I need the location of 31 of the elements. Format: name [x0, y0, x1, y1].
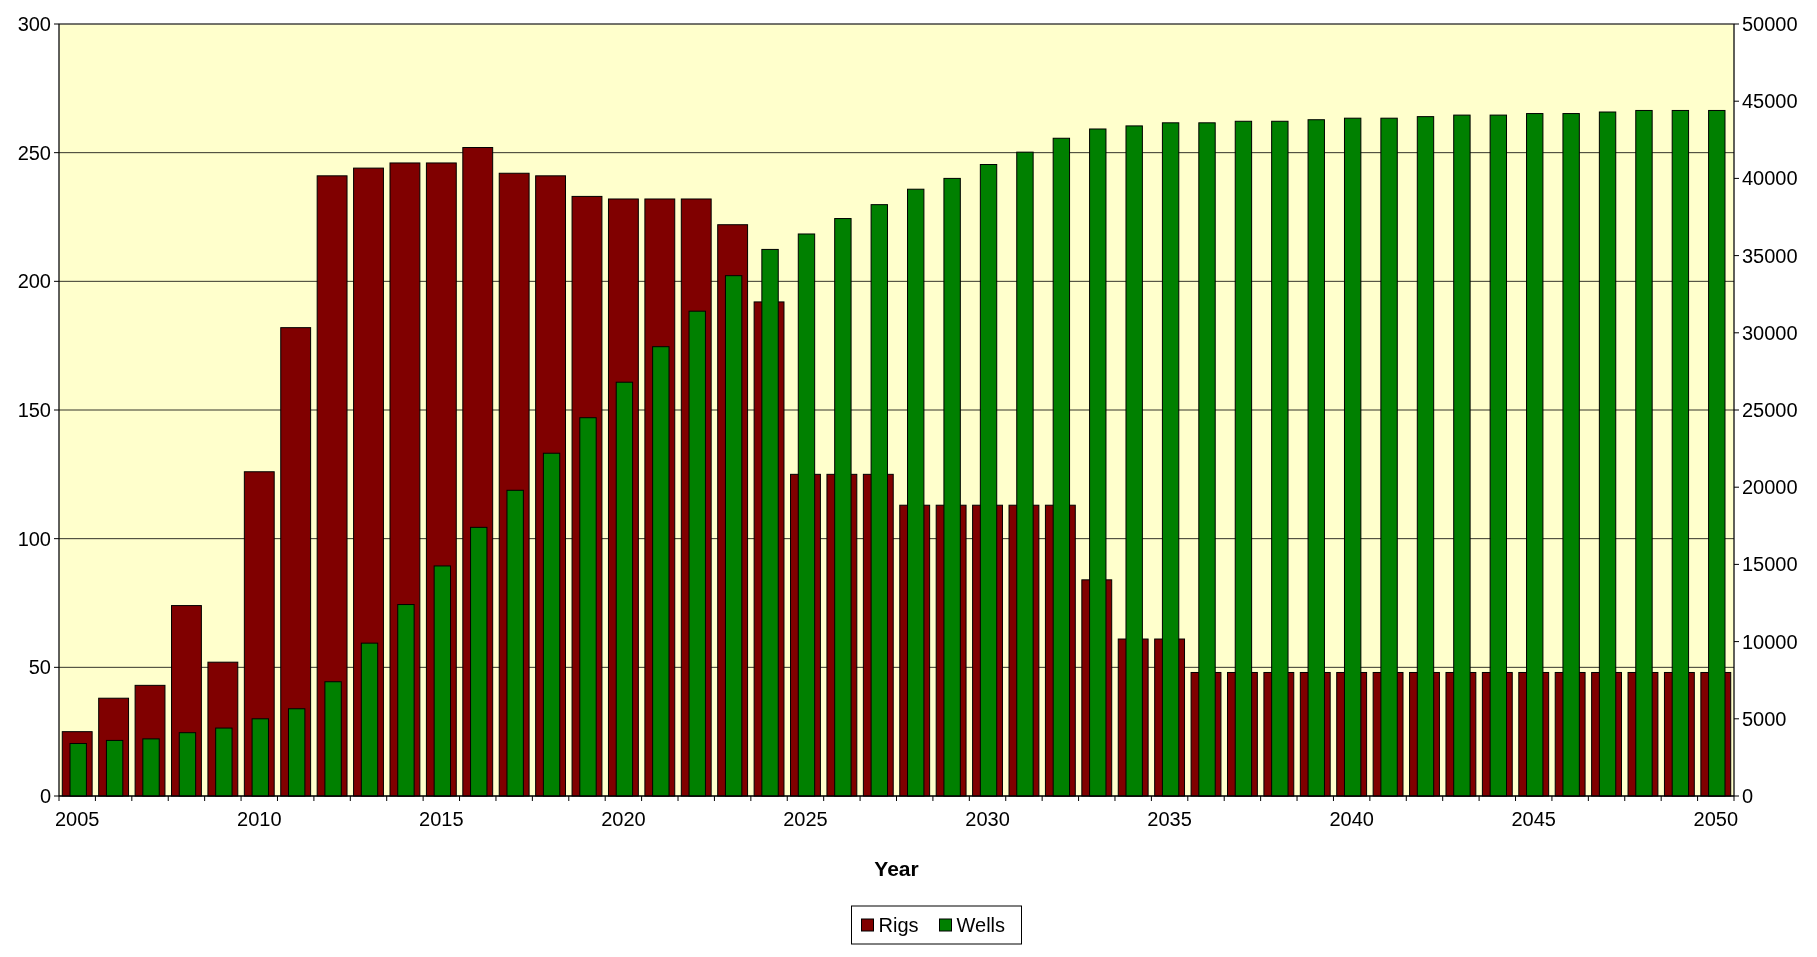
y2-tick-label: 5000 [1742, 707, 1787, 730]
x-tick-label: 2020 [601, 808, 646, 830]
y-tick-label: 100 [17, 527, 51, 550]
y2-tick-label: 25000 [1742, 399, 1798, 421]
x-tick-label: 2040 [1329, 808, 1374, 830]
y-tick-label: 250 [17, 141, 51, 164]
y2-tick-label: 35000 [1742, 244, 1798, 267]
y2-tick-label: 50000 [1742, 13, 1798, 35]
x-tick-label: 2045 [1511, 808, 1556, 830]
legend-label: Rigs [878, 914, 919, 936]
legend-label: Wells [956, 914, 1006, 936]
y2-tick-label: 0 [1742, 785, 1754, 807]
x-tick-label: 2015 [419, 808, 464, 830]
y2-tick-label: 20000 [1742, 476, 1798, 499]
y2-tick-label: 30000 [1742, 321, 1798, 344]
y-tick-label: 150 [17, 399, 51, 421]
y-tick-label: 50 [28, 656, 51, 679]
x-axis-title: Year [874, 857, 919, 880]
x-tick-label: 2030 [965, 808, 1010, 830]
x-tick-label: 2025 [783, 808, 828, 830]
y2-tick-label: 15000 [1742, 553, 1798, 576]
y2-tick-label: 40000 [1742, 167, 1798, 190]
y2-tick-label: 10000 [1742, 630, 1798, 653]
x-tick-label: 2050 [1693, 808, 1739, 830]
y-tick-label: 200 [17, 270, 51, 293]
x-tick-label: 2005 [54, 808, 100, 830]
y-tick-label: 300 [17, 13, 51, 35]
y-tick-label: 0 [39, 785, 51, 807]
y2-tick-label: 45000 [1742, 90, 1798, 113]
x-tick-label: 2035 [1147, 808, 1192, 830]
x-tick-label: 2010 [237, 808, 282, 830]
